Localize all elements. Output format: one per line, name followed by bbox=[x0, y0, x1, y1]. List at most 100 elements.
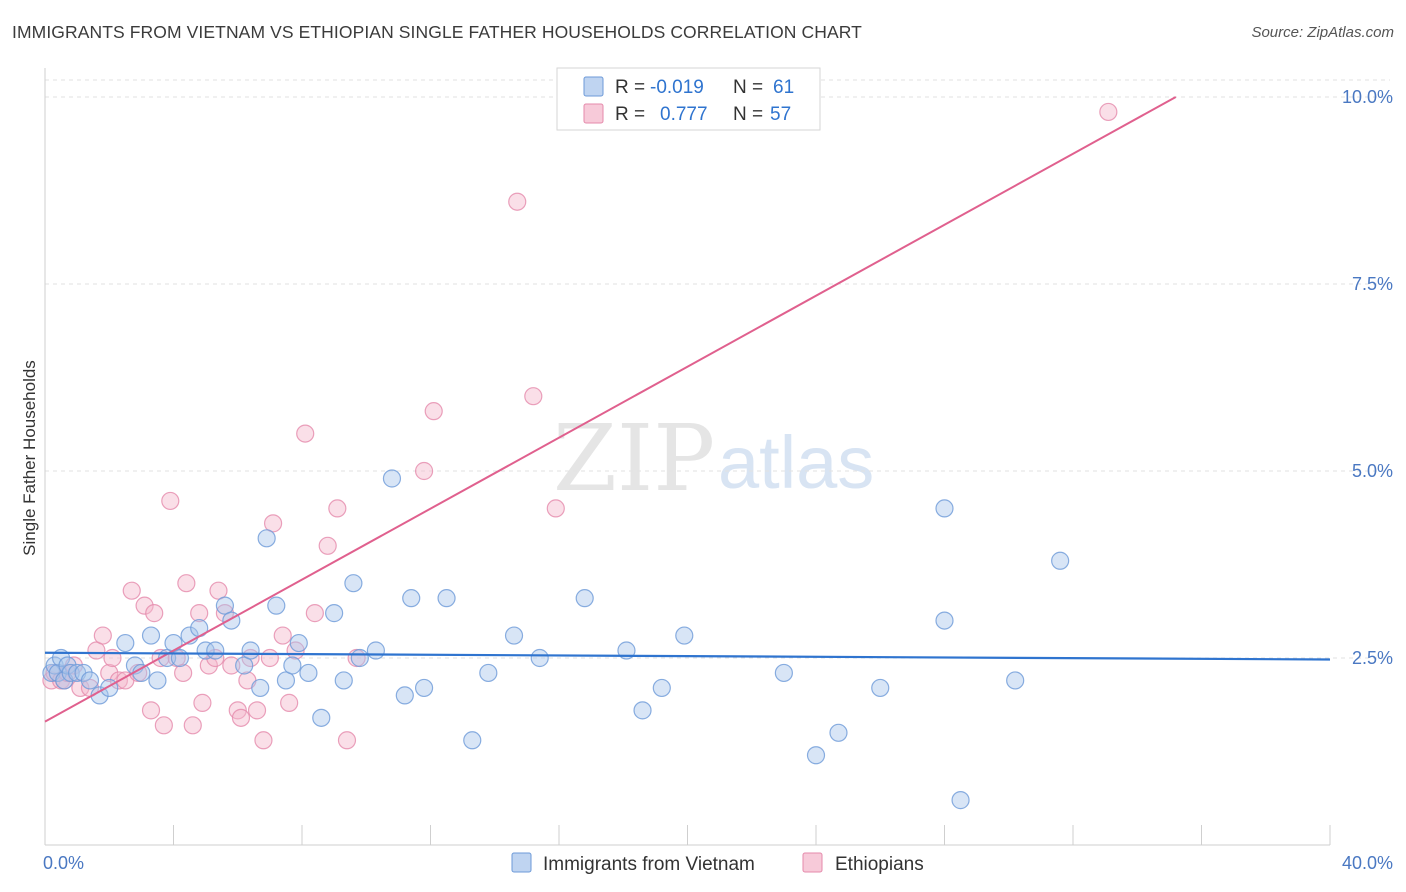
legend-swatch-vietnam bbox=[583, 76, 604, 97]
ethiopians-point bbox=[231, 708, 251, 727]
ethiopians-point bbox=[193, 693, 212, 712]
ethiopians-point bbox=[524, 387, 543, 406]
ethiopians-point bbox=[141, 701, 161, 720]
ethiopians-point bbox=[508, 192, 527, 211]
ethiopians-point bbox=[1099, 102, 1118, 122]
vietnam-point bbox=[289, 633, 308, 653]
source-label: Source: ZipAtlas.com bbox=[1251, 24, 1394, 41]
vietnam-point bbox=[935, 611, 954, 630]
legend-n-value-2: 57 bbox=[770, 104, 791, 125]
ethiopians-point bbox=[199, 656, 218, 675]
watermark-zip: ZIP bbox=[553, 405, 715, 512]
vietnam-point bbox=[344, 574, 363, 593]
ethiopians-point bbox=[318, 536, 337, 555]
vietnam-point bbox=[334, 671, 353, 690]
y-tick-labels: 2.5% 5.0% 7.5% 10.0% bbox=[1342, 87, 1393, 668]
vietnam-point bbox=[299, 663, 318, 683]
vietnam-point bbox=[257, 529, 276, 548]
legend-swatch-ethiopians bbox=[583, 103, 604, 124]
vietnam-points bbox=[42, 469, 1070, 810]
vietnam-point bbox=[235, 656, 254, 675]
vietnam-point bbox=[402, 589, 421, 608]
ethiopians-point bbox=[100, 663, 119, 683]
vietnam-point bbox=[350, 648, 369, 668]
legend-n-label-2: N = bbox=[733, 104, 763, 125]
legend-r-value-1: -0.019 bbox=[650, 77, 704, 98]
vietnam-point bbox=[80, 671, 100, 690]
ethiopians-point bbox=[414, 461, 434, 481]
vietnam-point bbox=[267, 596, 286, 615]
ethiopians-trend-line bbox=[44, 96, 1177, 723]
vietnam-point bbox=[382, 469, 402, 488]
vietnam-point bbox=[283, 656, 302, 675]
ethiopians-point bbox=[183, 716, 202, 735]
ethiopians-point bbox=[190, 604, 209, 623]
vietnam-point bbox=[325, 604, 344, 623]
legend-n-label-1: N = bbox=[733, 77, 763, 98]
y-tick-label: 2.5% bbox=[1352, 648, 1393, 668]
vietnam-point bbox=[675, 626, 694, 645]
legend-n-value-1: 61 bbox=[773, 77, 794, 98]
vietnam-point bbox=[241, 641, 260, 660]
vietnam-point bbox=[652, 678, 671, 698]
vietnam-point bbox=[61, 663, 80, 683]
ethiopians-point bbox=[135, 596, 154, 615]
vietnam-point bbox=[395, 686, 414, 705]
watermark-atlas: atlas bbox=[718, 421, 874, 504]
vietnam-point bbox=[132, 663, 151, 683]
y-tick-label: 10.0% bbox=[1342, 87, 1393, 107]
ethiopians-point bbox=[254, 731, 273, 750]
vietnam-point bbox=[251, 678, 270, 698]
vietnam-point bbox=[148, 671, 167, 690]
x-tick-label: 40.0% bbox=[1342, 853, 1393, 873]
ethiopians-point bbox=[209, 581, 228, 600]
bottom-legend-swatch-ethiopians bbox=[802, 852, 823, 873]
vietnam-point bbox=[479, 663, 498, 683]
ethiopians-point bbox=[71, 678, 90, 698]
ethiopians-point bbox=[174, 663, 193, 683]
ethiopians-point bbox=[177, 574, 196, 593]
vietnam-point bbox=[312, 708, 331, 727]
vietnam-point bbox=[206, 641, 225, 660]
ethiopians-point bbox=[145, 604, 164, 623]
ethiopians-point bbox=[93, 626, 112, 645]
vietnam-point bbox=[504, 626, 524, 645]
ethiopians-point bbox=[87, 641, 106, 660]
ethiopians-point bbox=[280, 693, 299, 712]
ethiopians-point bbox=[424, 402, 443, 421]
bottom-legend-swatch-vietnam bbox=[511, 852, 532, 873]
bottom-legend-ethiopians: Ethiopians bbox=[835, 854, 924, 875]
vietnam-point bbox=[116, 633, 135, 653]
watermark: ZIP atlas bbox=[553, 405, 874, 512]
vietnam-point bbox=[530, 648, 549, 668]
ethiopians-point bbox=[337, 731, 357, 750]
vietnam-point bbox=[215, 596, 234, 615]
vietnam-point bbox=[1051, 551, 1070, 570]
vietnam-point bbox=[951, 791, 970, 810]
vietnam-point bbox=[575, 589, 594, 608]
x-tick-label: 0.0% bbox=[43, 853, 84, 873]
vietnam-point bbox=[871, 678, 890, 698]
ethiopians-point bbox=[273, 626, 292, 645]
ethiopians-point bbox=[546, 499, 565, 518]
vietnam-point bbox=[829, 723, 848, 742]
y-tick-label: 7.5% bbox=[1352, 274, 1393, 294]
chart-title: IMMIGRANTS FROM VIETNAM VS ETHIOPIAN SIN… bbox=[12, 22, 862, 42]
y-tick-label: 5.0% bbox=[1352, 461, 1393, 481]
ethiopians-point bbox=[154, 716, 173, 735]
vietnam-point bbox=[366, 641, 385, 660]
bottom-legend: Immigrants from Vietnam Ethiopians bbox=[511, 852, 924, 875]
vietnam-point bbox=[1006, 671, 1025, 690]
vietnam-point bbox=[935, 499, 954, 518]
vietnam-point bbox=[414, 678, 434, 698]
x-tick-labels: 0.0% 40.0% bbox=[43, 853, 1393, 873]
ethiopians-point bbox=[263, 514, 283, 533]
ethiopians-point bbox=[260, 648, 279, 668]
legend-r-label-1: R = bbox=[615, 77, 645, 98]
vietnam-point bbox=[774, 663, 793, 683]
vietnam-point bbox=[170, 648, 190, 668]
ethiopians-point bbox=[328, 499, 347, 518]
vietnam-point bbox=[48, 663, 67, 683]
legend-r-value-2: 0.777 bbox=[660, 104, 708, 125]
vietnam-point bbox=[141, 626, 161, 645]
